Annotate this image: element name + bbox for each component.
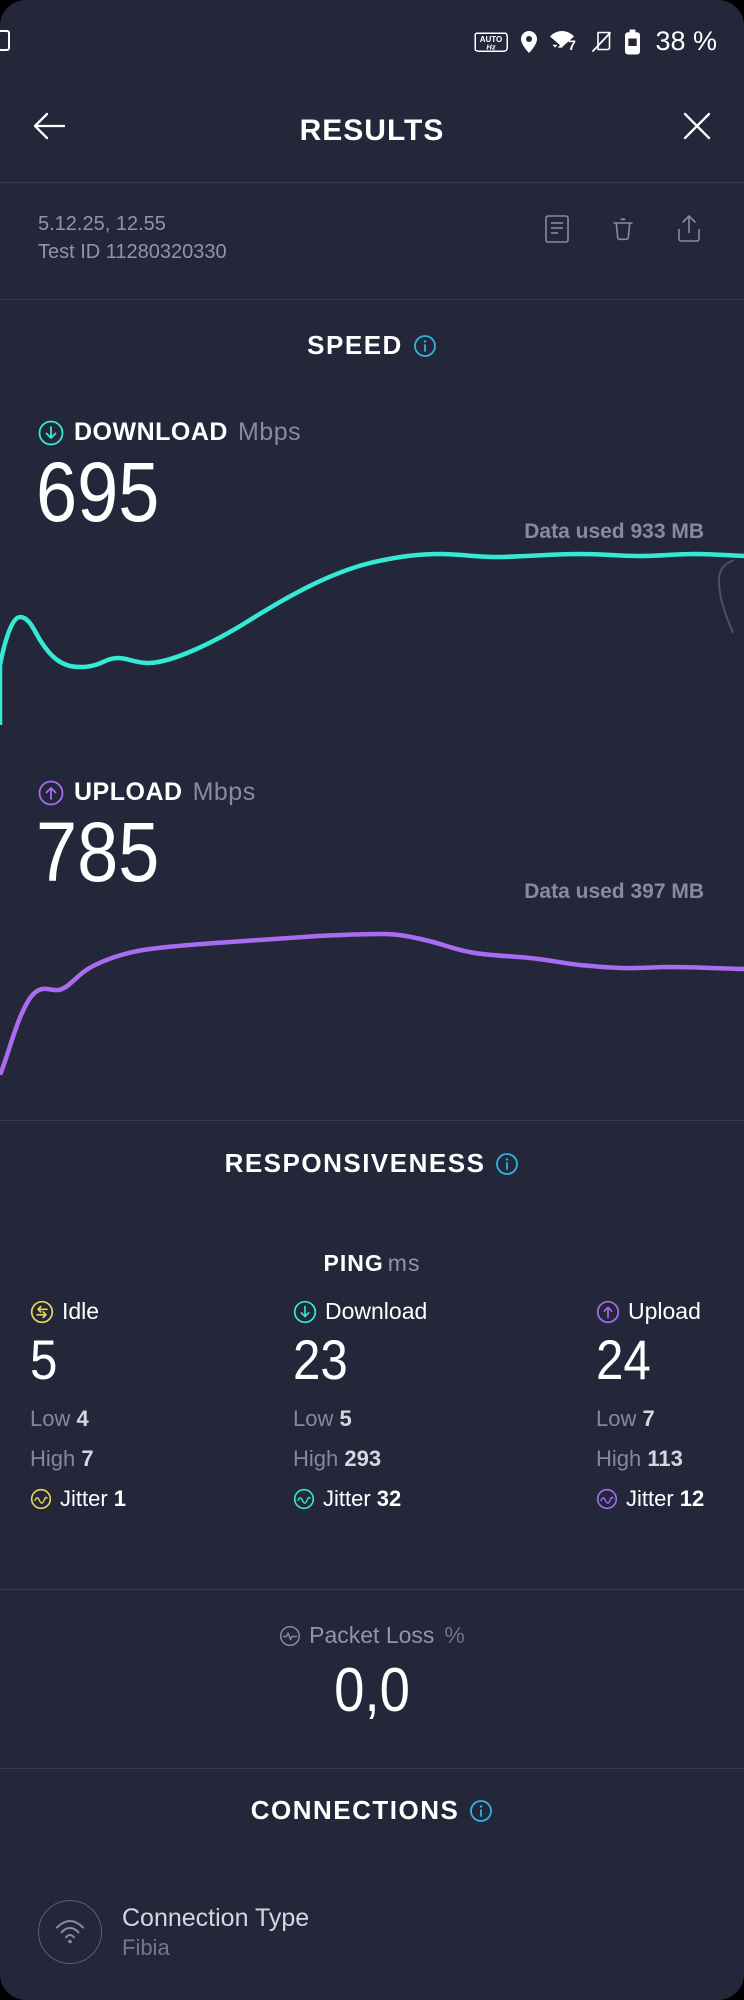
- svg-text:7: 7: [569, 37, 577, 53]
- svg-text:Hz: Hz: [487, 42, 496, 51]
